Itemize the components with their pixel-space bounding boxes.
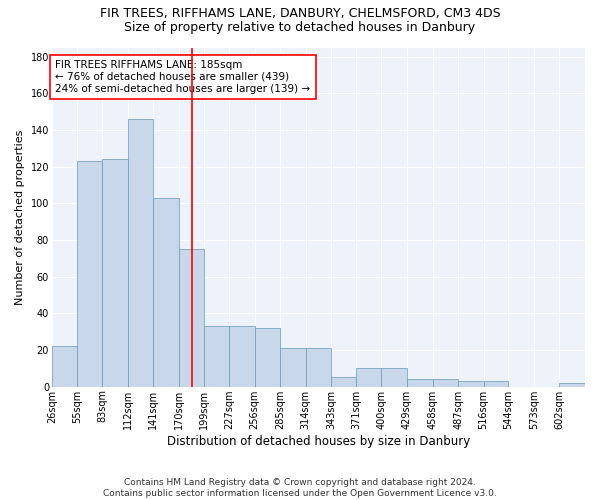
Bar — [433, 380, 458, 386]
X-axis label: Distribution of detached houses by size in Danbury: Distribution of detached houses by size … — [167, 434, 470, 448]
Bar — [204, 326, 229, 386]
Text: FIR TREES RIFFHAMS LANE: 185sqm
← 76% of detached houses are smaller (439)
24% o: FIR TREES RIFFHAMS LANE: 185sqm ← 76% of… — [55, 60, 310, 94]
Bar — [52, 346, 77, 387]
Bar — [458, 381, 484, 386]
Bar — [305, 348, 331, 387]
Bar — [102, 160, 128, 386]
Text: Contains HM Land Registry data © Crown copyright and database right 2024.
Contai: Contains HM Land Registry data © Crown c… — [103, 478, 497, 498]
Bar — [153, 198, 179, 386]
Bar — [559, 383, 585, 386]
Bar — [128, 119, 153, 386]
Bar — [254, 328, 280, 386]
Bar — [280, 348, 305, 387]
Bar — [229, 326, 254, 386]
Text: FIR TREES, RIFFHAMS LANE, DANBURY, CHELMSFORD, CM3 4DS: FIR TREES, RIFFHAMS LANE, DANBURY, CHELM… — [100, 8, 500, 20]
Bar — [356, 368, 382, 386]
Bar — [484, 381, 508, 386]
Bar — [331, 378, 356, 386]
Bar — [407, 380, 433, 386]
Text: Size of property relative to detached houses in Danbury: Size of property relative to detached ho… — [124, 21, 476, 34]
Y-axis label: Number of detached properties: Number of detached properties — [15, 130, 25, 305]
Bar — [179, 249, 204, 386]
Bar — [77, 161, 102, 386]
Bar — [382, 368, 407, 386]
